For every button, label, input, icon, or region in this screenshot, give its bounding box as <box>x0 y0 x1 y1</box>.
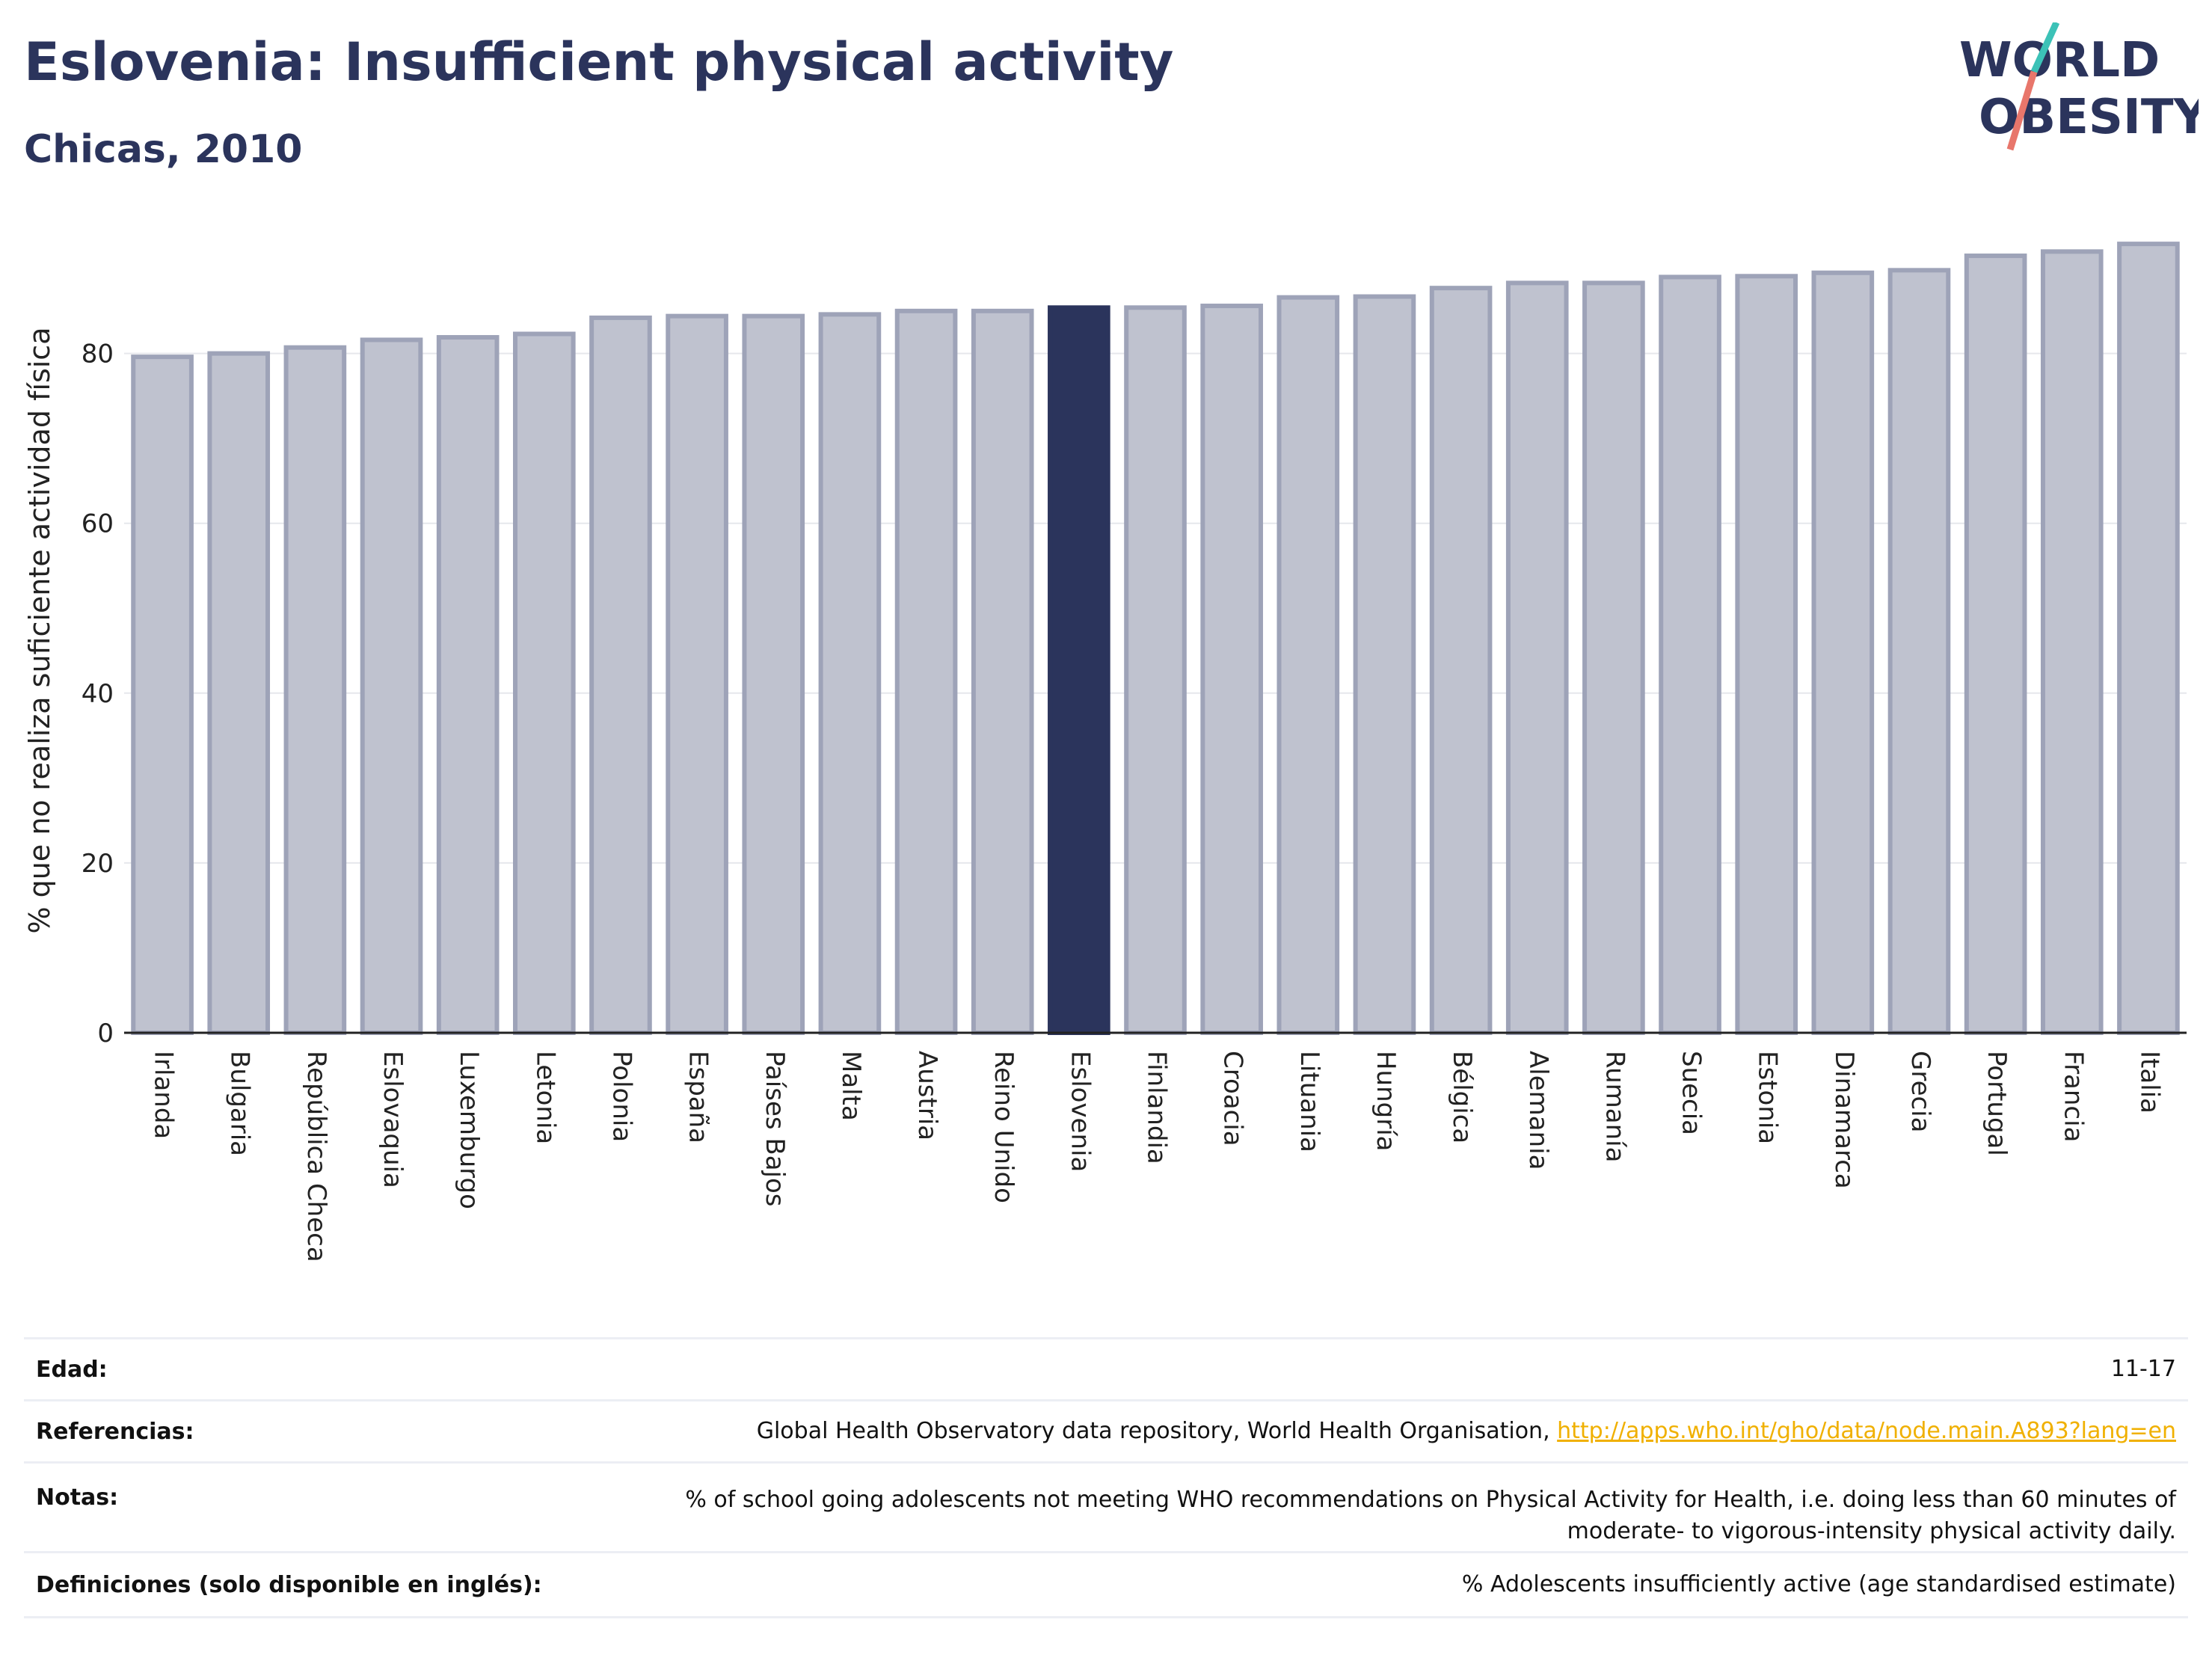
x-tick-label: Hungría <box>1371 1051 1401 1152</box>
x-tick-label: Estonia <box>1753 1051 1783 1144</box>
bar-letonia <box>512 331 576 1035</box>
x-tick-label: Portugal <box>1982 1051 2012 1156</box>
meta-label-age: Edad: <box>36 1356 108 1383</box>
meta-row-age: Edad: 11-17 <box>24 1337 2188 1399</box>
x-tick-label: Croacia <box>1218 1051 1248 1146</box>
x-tick-label: Grecia <box>1905 1051 1935 1132</box>
logo-slash-coral <box>2006 70 2038 151</box>
bar-alemania <box>1505 280 1569 1035</box>
reference-link[interactable]: http://apps.who.int/gho/data/node.main.A… <box>1557 1418 2176 1444</box>
y-tick-label: 60 <box>82 509 114 539</box>
y-tick-label: 0 <box>97 1019 114 1048</box>
x-tick-label: Dinamarca <box>1829 1051 1859 1189</box>
world-obesity-logo: WORLD OBESITY <box>1959 22 2199 151</box>
bar-francia <box>2040 249 2104 1035</box>
bar-rumanía <box>1582 280 1645 1035</box>
x-tick-label: Eslovaquia <box>378 1051 408 1188</box>
meta-label-references: Referencias: <box>36 1418 194 1445</box>
y-tick-label: 20 <box>82 849 114 879</box>
x-tick-label: Francia <box>2058 1051 2088 1142</box>
reference-text: Global Health Observatory data repositor… <box>756 1418 1558 1444</box>
y-axis-label: % que no realiza suficiente actividad fí… <box>23 328 56 934</box>
bar-malta <box>818 312 882 1036</box>
meta-value-definitions: % Adolescents insufficiently active (age… <box>1461 1571 2176 1597</box>
x-tick-label: Bulgaria <box>225 1051 255 1156</box>
meta-value-notes: % of school going adolescents not meetin… <box>685 1487 2176 1544</box>
bar-austria <box>894 308 958 1036</box>
bar-croacia <box>1200 304 1263 1035</box>
meta-value-references: Global Health Observatory data repositor… <box>757 1416 2188 1447</box>
bar-bulgaria <box>207 351 271 1035</box>
bar-lituania <box>1276 295 1340 1035</box>
y-tick-label: 40 <box>82 679 114 709</box>
bar-portugal <box>1964 254 2027 1036</box>
x-tick-label: Rumanía <box>1600 1051 1629 1162</box>
meta-label-definitions: Definiciones (solo disponible en inglés)… <box>36 1571 542 1598</box>
bar-república-checa <box>283 345 347 1036</box>
x-tick-label: Italia <box>2134 1051 2164 1114</box>
x-tick-label: Luxemburgo <box>454 1051 484 1209</box>
x-tick-label: República Checa <box>301 1051 331 1262</box>
meta-label-notes: Notas: <box>36 1484 119 1511</box>
chart-title: Eslovenia: Insufficient physical activit… <box>24 31 1174 93</box>
bar-países-bajos <box>742 313 805 1035</box>
x-tick-label: Bélgica <box>1447 1051 1477 1143</box>
x-tick-label: Finlandia <box>1142 1051 1172 1164</box>
bar-estonia <box>1735 274 1798 1035</box>
y-ticks-layer: 0 20 40 60 80 <box>82 340 114 1048</box>
x-tick-label: Polonia <box>606 1051 636 1142</box>
bar-eslovaquia <box>360 337 423 1035</box>
bar-polonia <box>589 315 652 1035</box>
x-tick-label: Alemania <box>1523 1051 1553 1170</box>
logo-text-world: WORLD <box>1959 33 2160 88</box>
bar-bélgica <box>1429 286 1493 1035</box>
bar-italia <box>2117 242 2180 1035</box>
y-tick-label: 80 <box>82 340 114 369</box>
bar-chart: 0 20 40 60 80 Irlanda Bulgaria República Checa… <box>23 242 2187 1262</box>
x-tick-label: Reino Unido <box>989 1051 1019 1203</box>
x-tick-label: Letonia <box>530 1051 560 1144</box>
x-tick-label: Lituania <box>1294 1051 1324 1152</box>
bar-dinamarca <box>1811 270 1875 1035</box>
x-ticks-layer: Irlanda Bulgaria República Checa Eslovaquia… <box>149 1051 2165 1262</box>
bar-españa <box>666 313 728 1035</box>
bar-hungría <box>1353 294 1416 1036</box>
bar-grecia <box>1887 268 1951 1035</box>
meta-row-definitions: Definiciones (solo disponible en inglés)… <box>24 1551 2188 1618</box>
x-tick-label: Austria <box>912 1051 942 1140</box>
meta-row-references: Referencias: Global Health Observatory d… <box>24 1399 2188 1461</box>
bars-layer <box>131 242 2180 1036</box>
x-tick-label: Países Bajos <box>760 1051 790 1207</box>
bar-suecia <box>1659 274 1721 1035</box>
chart-subtitle: Chicas, 2010 <box>24 127 303 172</box>
x-tick-label: Eslovenia <box>1065 1051 1095 1172</box>
x-tick-label: Malta <box>836 1051 866 1121</box>
metadata-table: Edad: 11-17 Referencias: Global Health O… <box>24 1337 2188 1618</box>
logo-slash-teal <box>2030 22 2060 73</box>
x-tick-label: Suecia <box>1677 1051 1706 1135</box>
bar-eslovenia <box>1048 305 1110 1036</box>
x-tick-label: Irlanda <box>149 1051 179 1139</box>
x-tick-label: España <box>683 1051 713 1143</box>
bar-luxemburgo <box>436 335 500 1035</box>
bar-reino-unido <box>971 308 1034 1036</box>
meta-row-notes: Notas: % of school going adolescents not… <box>24 1461 2188 1551</box>
meta-value-age: 11-17 <box>2110 1356 2176 1382</box>
bar-finlandia <box>1124 305 1187 1036</box>
bar-irlanda <box>131 354 194 1035</box>
